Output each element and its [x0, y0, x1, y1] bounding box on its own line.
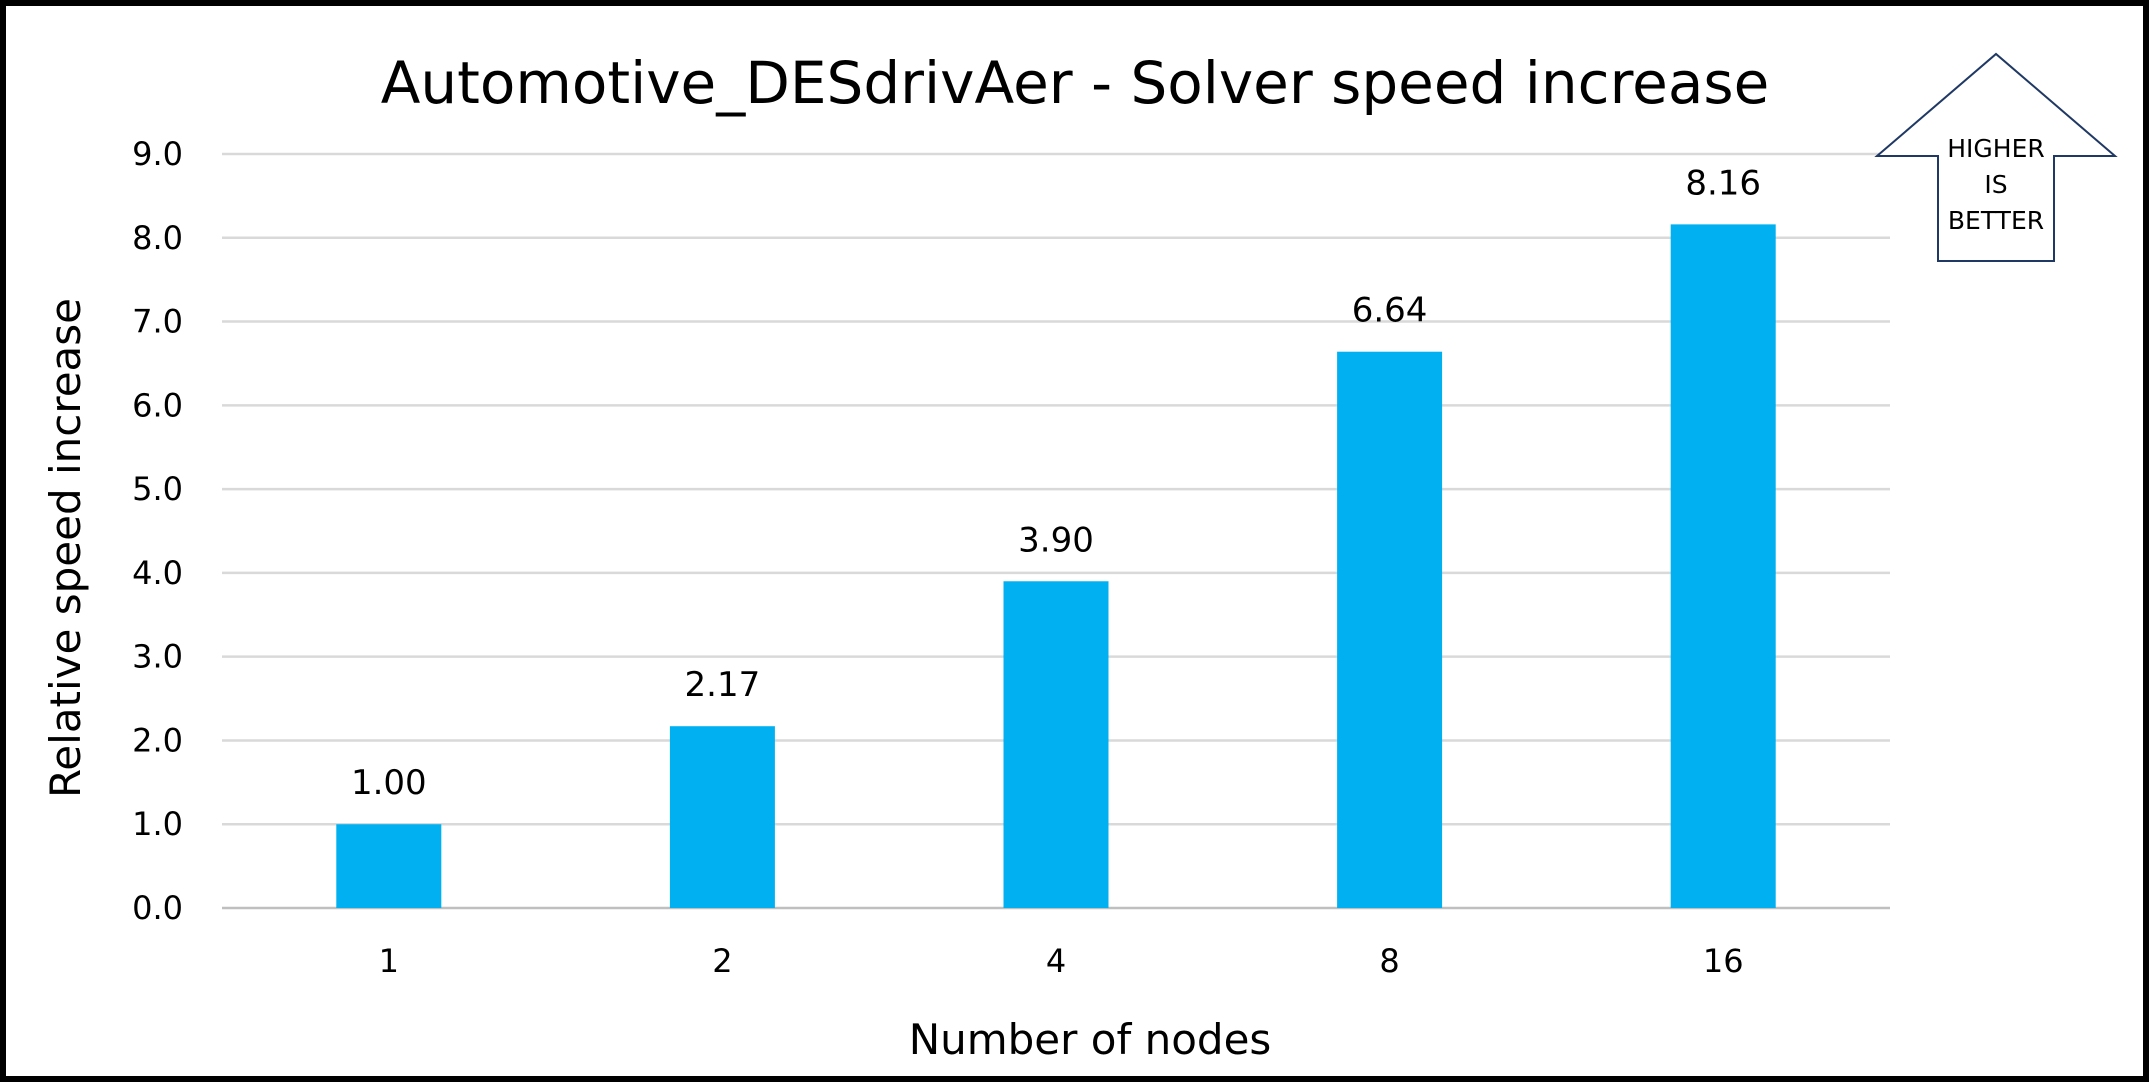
x-tick-label: 1 — [379, 942, 399, 980]
data-label: 2.17 — [685, 665, 761, 705]
y-tick-label: 1.0 — [132, 805, 183, 843]
bar — [1670, 224, 1776, 908]
y-axis-ticks: 0.0 1.0 2.0 3.0 4.0 5.0 6.0 7.0 8.0 9.0 — [132, 135, 183, 927]
data-label: 8.16 — [1685, 163, 1761, 203]
y-tick-label: 0.0 — [132, 889, 183, 927]
x-tick-label: 16 — [1703, 942, 1744, 980]
x-axis-ticks: 1 2 4 8 16 — [379, 942, 1744, 980]
y-axis-title: Relative speed increase — [41, 298, 90, 798]
x-axis-title: Number of nodes — [909, 1015, 1272, 1064]
badge-text-line-2: IS — [1984, 170, 2007, 199]
x-tick-label: 8 — [1379, 942, 1399, 980]
y-tick-label: 6.0 — [132, 386, 183, 424]
x-tick-label: 2 — [712, 942, 732, 980]
bar — [1003, 581, 1109, 908]
x-tick-label: 4 — [1046, 942, 1066, 980]
data-label: 1.00 — [351, 763, 427, 803]
higher-is-better-badge: HIGHER IS BETTER — [1874, 52, 2118, 262]
y-tick-label: 4.0 — [132, 554, 183, 592]
y-tick-label: 9.0 — [132, 135, 183, 173]
y-tick-label: 3.0 — [132, 638, 183, 676]
y-tick-label: 8.0 — [132, 219, 183, 257]
bar — [1337, 351, 1443, 908]
bars — [336, 224, 1776, 908]
badge-text-line-3: BETTER — [1948, 206, 2044, 235]
chart-title: Automotive_DESdrivAer - Solver speed inc… — [381, 49, 1770, 117]
gridlines — [222, 152, 1890, 910]
y-tick-label: 2.0 — [132, 721, 183, 759]
bar — [336, 824, 442, 908]
badge-text-line-1: HIGHER — [1947, 134, 2045, 163]
y-tick-label: 5.0 — [132, 470, 183, 508]
data-label: 6.64 — [1352, 291, 1428, 331]
data-labels: 1.00 2.17 3.90 6.64 8.16 — [351, 163, 1761, 803]
y-tick-label: 7.0 — [132, 303, 183, 341]
data-label: 3.90 — [1018, 520, 1094, 560]
up-arrow-icon — [1874, 52, 2118, 262]
bar — [669, 726, 775, 908]
